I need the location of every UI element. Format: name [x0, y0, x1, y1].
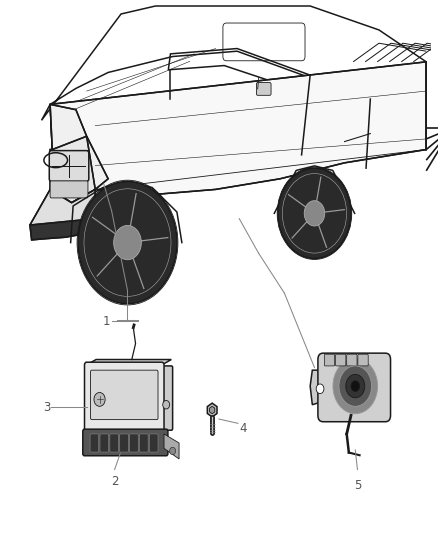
Text: 4: 4: [239, 422, 247, 435]
FancyBboxPatch shape: [256, 83, 271, 95]
Circle shape: [333, 359, 378, 414]
FancyBboxPatch shape: [110, 434, 118, 452]
Text: 5: 5: [354, 479, 361, 492]
Text: 3: 3: [43, 401, 50, 414]
Polygon shape: [50, 136, 95, 203]
FancyBboxPatch shape: [90, 434, 99, 452]
Polygon shape: [207, 403, 217, 417]
FancyBboxPatch shape: [130, 434, 138, 452]
FancyBboxPatch shape: [358, 354, 368, 366]
Circle shape: [278, 168, 351, 259]
Polygon shape: [209, 406, 215, 414]
Circle shape: [163, 400, 170, 409]
FancyBboxPatch shape: [83, 429, 168, 456]
FancyBboxPatch shape: [149, 434, 158, 452]
Polygon shape: [30, 219, 95, 240]
Polygon shape: [50, 62, 426, 195]
FancyBboxPatch shape: [50, 181, 88, 198]
FancyBboxPatch shape: [140, 434, 148, 452]
Text: 1: 1: [103, 315, 110, 328]
Polygon shape: [50, 104, 108, 189]
Circle shape: [316, 384, 324, 393]
Circle shape: [351, 381, 360, 391]
Circle shape: [78, 181, 177, 304]
Circle shape: [94, 392, 105, 406]
FancyBboxPatch shape: [325, 354, 335, 366]
FancyBboxPatch shape: [161, 366, 173, 430]
FancyBboxPatch shape: [85, 362, 164, 434]
FancyBboxPatch shape: [49, 151, 89, 181]
Circle shape: [339, 366, 371, 406]
Circle shape: [346, 374, 365, 398]
FancyBboxPatch shape: [100, 434, 109, 452]
Circle shape: [113, 225, 141, 260]
FancyBboxPatch shape: [91, 370, 158, 419]
Text: 2: 2: [111, 475, 118, 488]
Circle shape: [170, 447, 176, 455]
FancyBboxPatch shape: [336, 354, 346, 366]
Polygon shape: [87, 360, 171, 365]
Polygon shape: [30, 189, 95, 229]
Polygon shape: [164, 434, 179, 459]
FancyBboxPatch shape: [318, 353, 391, 422]
Polygon shape: [310, 370, 329, 405]
FancyBboxPatch shape: [347, 354, 357, 366]
FancyBboxPatch shape: [120, 434, 128, 452]
Circle shape: [304, 201, 325, 226]
